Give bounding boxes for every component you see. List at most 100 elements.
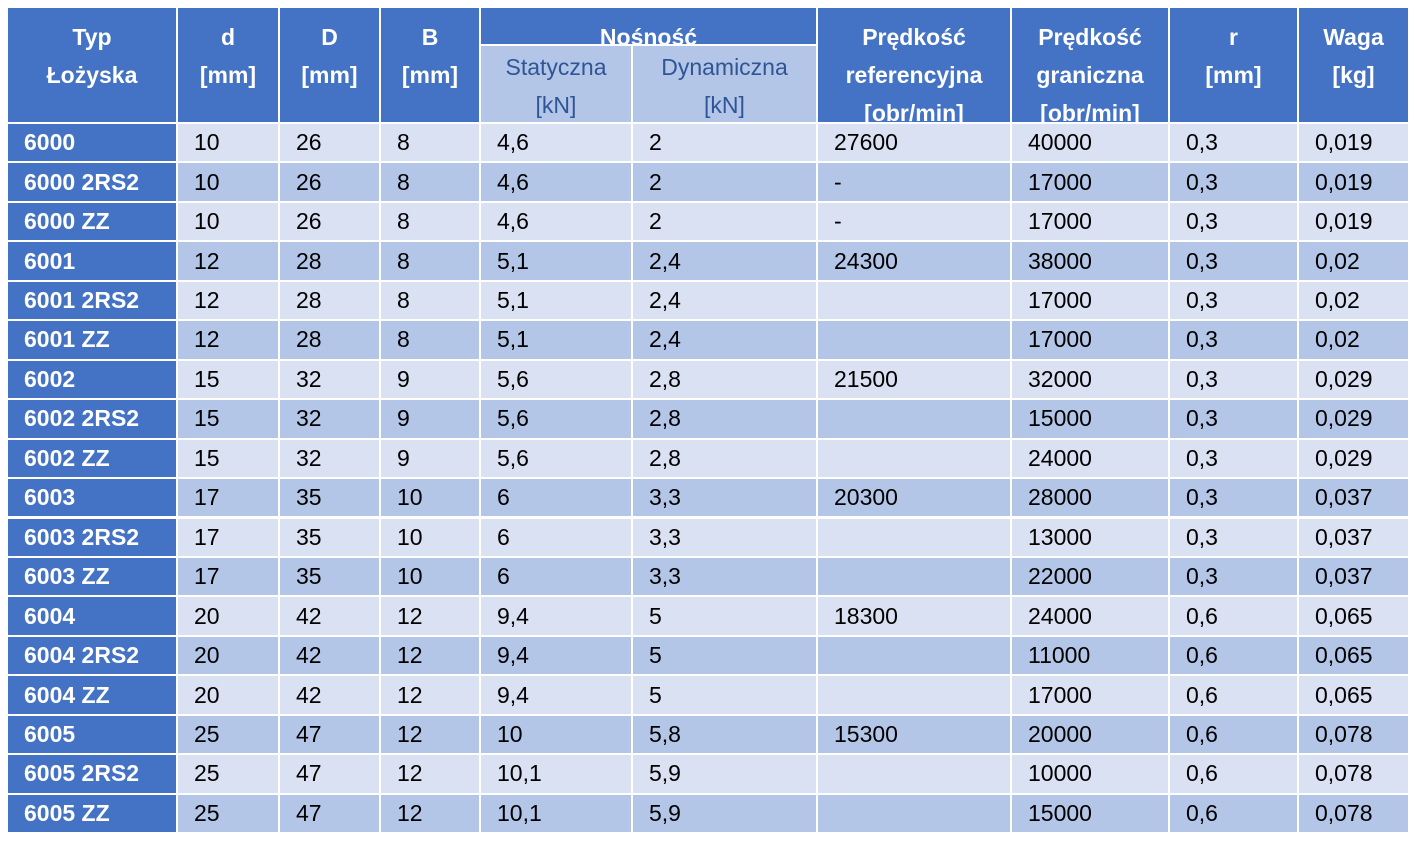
data-cell: 28 — [280, 321, 381, 361]
row-header: 6002 2RS2 — [8, 400, 178, 440]
data-cell: 26 — [280, 163, 381, 203]
header-text: [obr/min] — [864, 100, 964, 124]
data-cell: - — [818, 202, 1012, 243]
data-cell: 25 — [178, 715, 280, 756]
data-cell: 10 — [381, 518, 481, 558]
header-cell: Typ Łożyska — [8, 8, 178, 124]
data-cell: 17000 — [1012, 676, 1170, 716]
data-cell — [818, 755, 1012, 795]
data-cell: 0,02 — [1299, 242, 1410, 282]
data-cell: 0,065 — [1299, 676, 1410, 716]
data-cell: 42 — [280, 597, 381, 637]
data-cell: 15300 — [818, 715, 1012, 756]
data-cell: 5,9 — [633, 755, 818, 795]
row-header: 6002 — [8, 360, 178, 401]
data-cell: 0,3 — [1170, 360, 1299, 401]
data-cell: 10 — [481, 715, 633, 756]
data-cell: 0,02 — [1299, 321, 1410, 361]
data-cell — [818, 636, 1012, 677]
data-cell: 0,6 — [1170, 636, 1299, 677]
data-cell — [818, 794, 1012, 835]
data-cell: 2,8 — [633, 400, 818, 440]
data-cell: 15000 — [1012, 794, 1170, 835]
data-cell: 0,3 — [1170, 321, 1299, 361]
data-cell: 0,3 — [1170, 281, 1299, 322]
header-text: B — [421, 24, 439, 50]
data-cell: 9 — [381, 439, 481, 480]
data-cell: 17000 — [1012, 321, 1170, 361]
data-cell: 4,6 — [481, 124, 633, 164]
data-cell: 12 — [178, 281, 280, 322]
header-text: Prędkość — [1038, 24, 1142, 50]
data-cell: 5,6 — [481, 439, 633, 480]
data-cell: 3,3 — [633, 479, 818, 519]
data-cell: 42 — [280, 676, 381, 716]
data-cell: 20 — [178, 676, 280, 716]
data-cell: 0,6 — [1170, 676, 1299, 716]
data-cell: 12 — [381, 676, 481, 716]
data-cell: 2,8 — [633, 360, 818, 401]
data-cell: 0,3 — [1170, 439, 1299, 480]
data-cell: 21500 — [818, 360, 1012, 401]
data-cell: 18300 — [818, 597, 1012, 637]
data-cell: 32000 — [1012, 360, 1170, 401]
data-cell: 20300 — [818, 479, 1012, 519]
row-header: 6005 — [8, 715, 178, 756]
header-cell: d [mm] — [178, 8, 280, 124]
header-text: Nośność — [599, 24, 698, 46]
data-cell — [818, 400, 1012, 440]
data-cell: 0,3 — [1170, 202, 1299, 243]
data-cell: 2,4 — [633, 281, 818, 322]
data-cell: 0,065 — [1299, 636, 1410, 677]
data-cell: 32 — [280, 439, 381, 480]
row-header: 6005 2RS2 — [8, 755, 178, 795]
data-cell: 15 — [178, 360, 280, 401]
header-text: [kN] — [535, 92, 577, 118]
data-cell: 9 — [381, 360, 481, 401]
data-cell: 10,1 — [481, 794, 633, 835]
row-header: 6001 2RS2 — [8, 281, 178, 322]
data-cell: 8 — [381, 321, 481, 361]
header-text: [mm] — [199, 62, 257, 88]
row-header: 6003 — [8, 479, 178, 519]
subheader-cell: Statyczna [kN] — [481, 46, 633, 124]
data-cell: 17 — [178, 479, 280, 519]
data-cell: 17000 — [1012, 202, 1170, 243]
data-cell: 4,6 — [481, 202, 633, 243]
data-cell: 0,029 — [1299, 439, 1410, 480]
header-text: r — [1229, 24, 1238, 50]
data-cell — [818, 321, 1012, 361]
data-cell: 5 — [633, 636, 818, 677]
data-cell: 11000 — [1012, 636, 1170, 677]
data-cell: 5,1 — [481, 281, 633, 322]
header-cell: D [mm] — [280, 8, 381, 124]
data-cell — [818, 439, 1012, 480]
data-cell: 12 — [178, 242, 280, 282]
data-cell: 17 — [178, 518, 280, 558]
data-cell: 3,3 — [633, 557, 818, 598]
data-cell: 2,4 — [633, 242, 818, 282]
header-cell: r [mm] — [1170, 8, 1299, 124]
data-cell: 6 — [481, 479, 633, 519]
data-cell: 0,078 — [1299, 794, 1410, 835]
row-header: 6004 ZZ — [8, 676, 178, 716]
header-cell: Prędkość graniczna [obr/min] — [1012, 8, 1170, 124]
data-cell — [818, 557, 1012, 598]
data-cell: - — [818, 163, 1012, 203]
data-cell: 22000 — [1012, 557, 1170, 598]
data-cell: 25 — [178, 755, 280, 795]
data-cell: 10 — [381, 557, 481, 598]
data-cell: 0,6 — [1170, 794, 1299, 835]
data-cell: 0,3 — [1170, 518, 1299, 558]
data-cell: 5,1 — [481, 242, 633, 282]
data-cell: 15 — [178, 400, 280, 440]
data-cell: 40000 — [1012, 124, 1170, 164]
data-cell: 5,9 — [633, 794, 818, 835]
data-cell: 10 — [178, 163, 280, 203]
data-cell: 0,037 — [1299, 518, 1410, 558]
data-cell: 47 — [280, 794, 381, 835]
header-text: Dynamiczna — [661, 54, 788, 80]
data-cell: 35 — [280, 518, 381, 558]
data-cell: 5,1 — [481, 321, 633, 361]
